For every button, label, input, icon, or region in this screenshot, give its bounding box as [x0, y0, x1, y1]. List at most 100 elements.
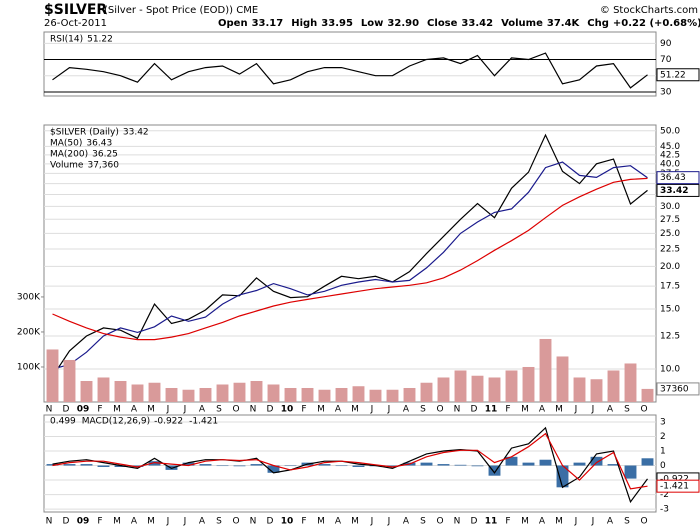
x-tick-label: O	[640, 517, 647, 527]
bar	[165, 387, 178, 402]
x-tick-label: O	[436, 405, 443, 415]
x-tick-label: S	[420, 405, 426, 415]
bar	[352, 465, 365, 467]
y-tick-label: 50.0	[660, 126, 680, 136]
bar	[607, 464, 620, 466]
x-tick-label: N	[250, 517, 257, 527]
x-tick-label: J	[183, 517, 187, 527]
x-tick-label: M	[555, 405, 563, 415]
legend-value: 36.43	[86, 139, 112, 149]
bar	[80, 380, 93, 402]
x-tick-label: O	[232, 405, 239, 415]
y-tick-label: 15.0	[660, 304, 680, 314]
x-tick-label: O	[232, 517, 239, 527]
y-tick-label: 3	[660, 417, 666, 427]
bar	[80, 464, 93, 466]
x-tick-label: S	[216, 517, 222, 527]
y-tick-label: 30	[660, 87, 672, 97]
bar	[335, 465, 348, 467]
bar	[641, 458, 654, 466]
panel	[43, 414, 657, 513]
x-tick-label: 10	[281, 405, 294, 415]
panel	[43, 31, 657, 97]
x-tick-label: F	[505, 517, 510, 527]
value-tag-box	[656, 479, 700, 493]
y-tick-label: 2	[660, 432, 666, 442]
x-tick-label: J	[574, 517, 578, 527]
x-tick-label: 11	[485, 517, 498, 527]
x-tick-label: M	[521, 405, 529, 415]
x-tick-label: A	[607, 405, 614, 415]
legend-value: 0.499	[50, 417, 76, 427]
symbol: $SILVER	[44, 2, 107, 18]
copyright: © StockCharts.com	[600, 5, 698, 16]
x-tick-label: S	[420, 517, 426, 527]
value-tag: 33.42	[660, 186, 688, 196]
x-tick-label: F	[505, 405, 510, 415]
bar	[335, 387, 348, 402]
quote-value: 32.90	[387, 18, 419, 29]
bar	[301, 387, 314, 402]
quote-label: Low	[361, 18, 383, 29]
bar	[46, 349, 59, 402]
quote-label: Volume	[501, 18, 543, 29]
bar	[233, 382, 246, 402]
y-tick-label: 40.0	[660, 159, 680, 169]
panel	[43, 124, 657, 403]
quote-label: Chg	[587, 18, 609, 29]
x-tick-label: J	[591, 405, 595, 415]
bar	[624, 363, 637, 402]
bar	[216, 465, 229, 467]
bar	[369, 389, 382, 402]
value-tag: 51.22	[660, 70, 686, 80]
legend-label: MACD(12,26,9)	[82, 417, 150, 427]
x-tick-label: N	[46, 405, 53, 415]
value-tag: -0.922	[660, 474, 689, 484]
legend-value: -1.421	[189, 417, 218, 427]
quote-value: 33.95	[321, 18, 353, 29]
x-tick-label: J	[183, 405, 187, 415]
legend-value: 36.25	[92, 150, 118, 160]
bar	[420, 462, 433, 466]
x-tick-label: M	[113, 517, 121, 527]
legend-label: MA(200)	[50, 150, 88, 160]
x-tick-label: D	[267, 405, 274, 415]
bar	[352, 386, 365, 402]
x-tick-label: M	[317, 517, 325, 527]
y-tick-label: 20.0	[660, 262, 680, 272]
legend-value: 33.42	[123, 128, 149, 138]
bar	[233, 465, 246, 467]
quote-value: 33.17	[252, 18, 284, 29]
x-tick-label: F	[97, 517, 102, 527]
x-tick-label: A	[403, 405, 410, 415]
x-tick-label: M	[351, 517, 359, 527]
bar	[539, 459, 552, 466]
bar	[590, 379, 603, 402]
x-tick-label: D	[63, 517, 70, 527]
bar	[131, 384, 144, 402]
x-tick-label: N	[454, 517, 461, 527]
series-line	[51, 133, 648, 377]
y-tick-label: 1	[660, 447, 666, 457]
x-tick-label: A	[199, 517, 206, 527]
x-tick-label: J	[370, 517, 374, 527]
legend-value: 51.22	[87, 35, 113, 45]
bar	[182, 462, 195, 466]
y-tick-label: -3	[660, 505, 669, 515]
x-tick-label: A	[131, 517, 138, 527]
bar	[590, 456, 603, 466]
y-tick-label: -2	[660, 490, 669, 500]
value-tag: 36.43	[660, 173, 686, 183]
x-tick-label: D	[63, 405, 70, 415]
x-tick-label: A	[335, 405, 342, 415]
x-tick-label: N	[250, 405, 257, 415]
bar	[539, 338, 552, 402]
bar	[522, 462, 535, 466]
bar	[471, 375, 484, 402]
bar	[131, 465, 144, 467]
x-tick-label: 09	[77, 405, 90, 415]
bar	[148, 461, 161, 466]
x-tick-label: N	[46, 517, 53, 527]
y-tick-label: 45.0	[660, 142, 680, 152]
